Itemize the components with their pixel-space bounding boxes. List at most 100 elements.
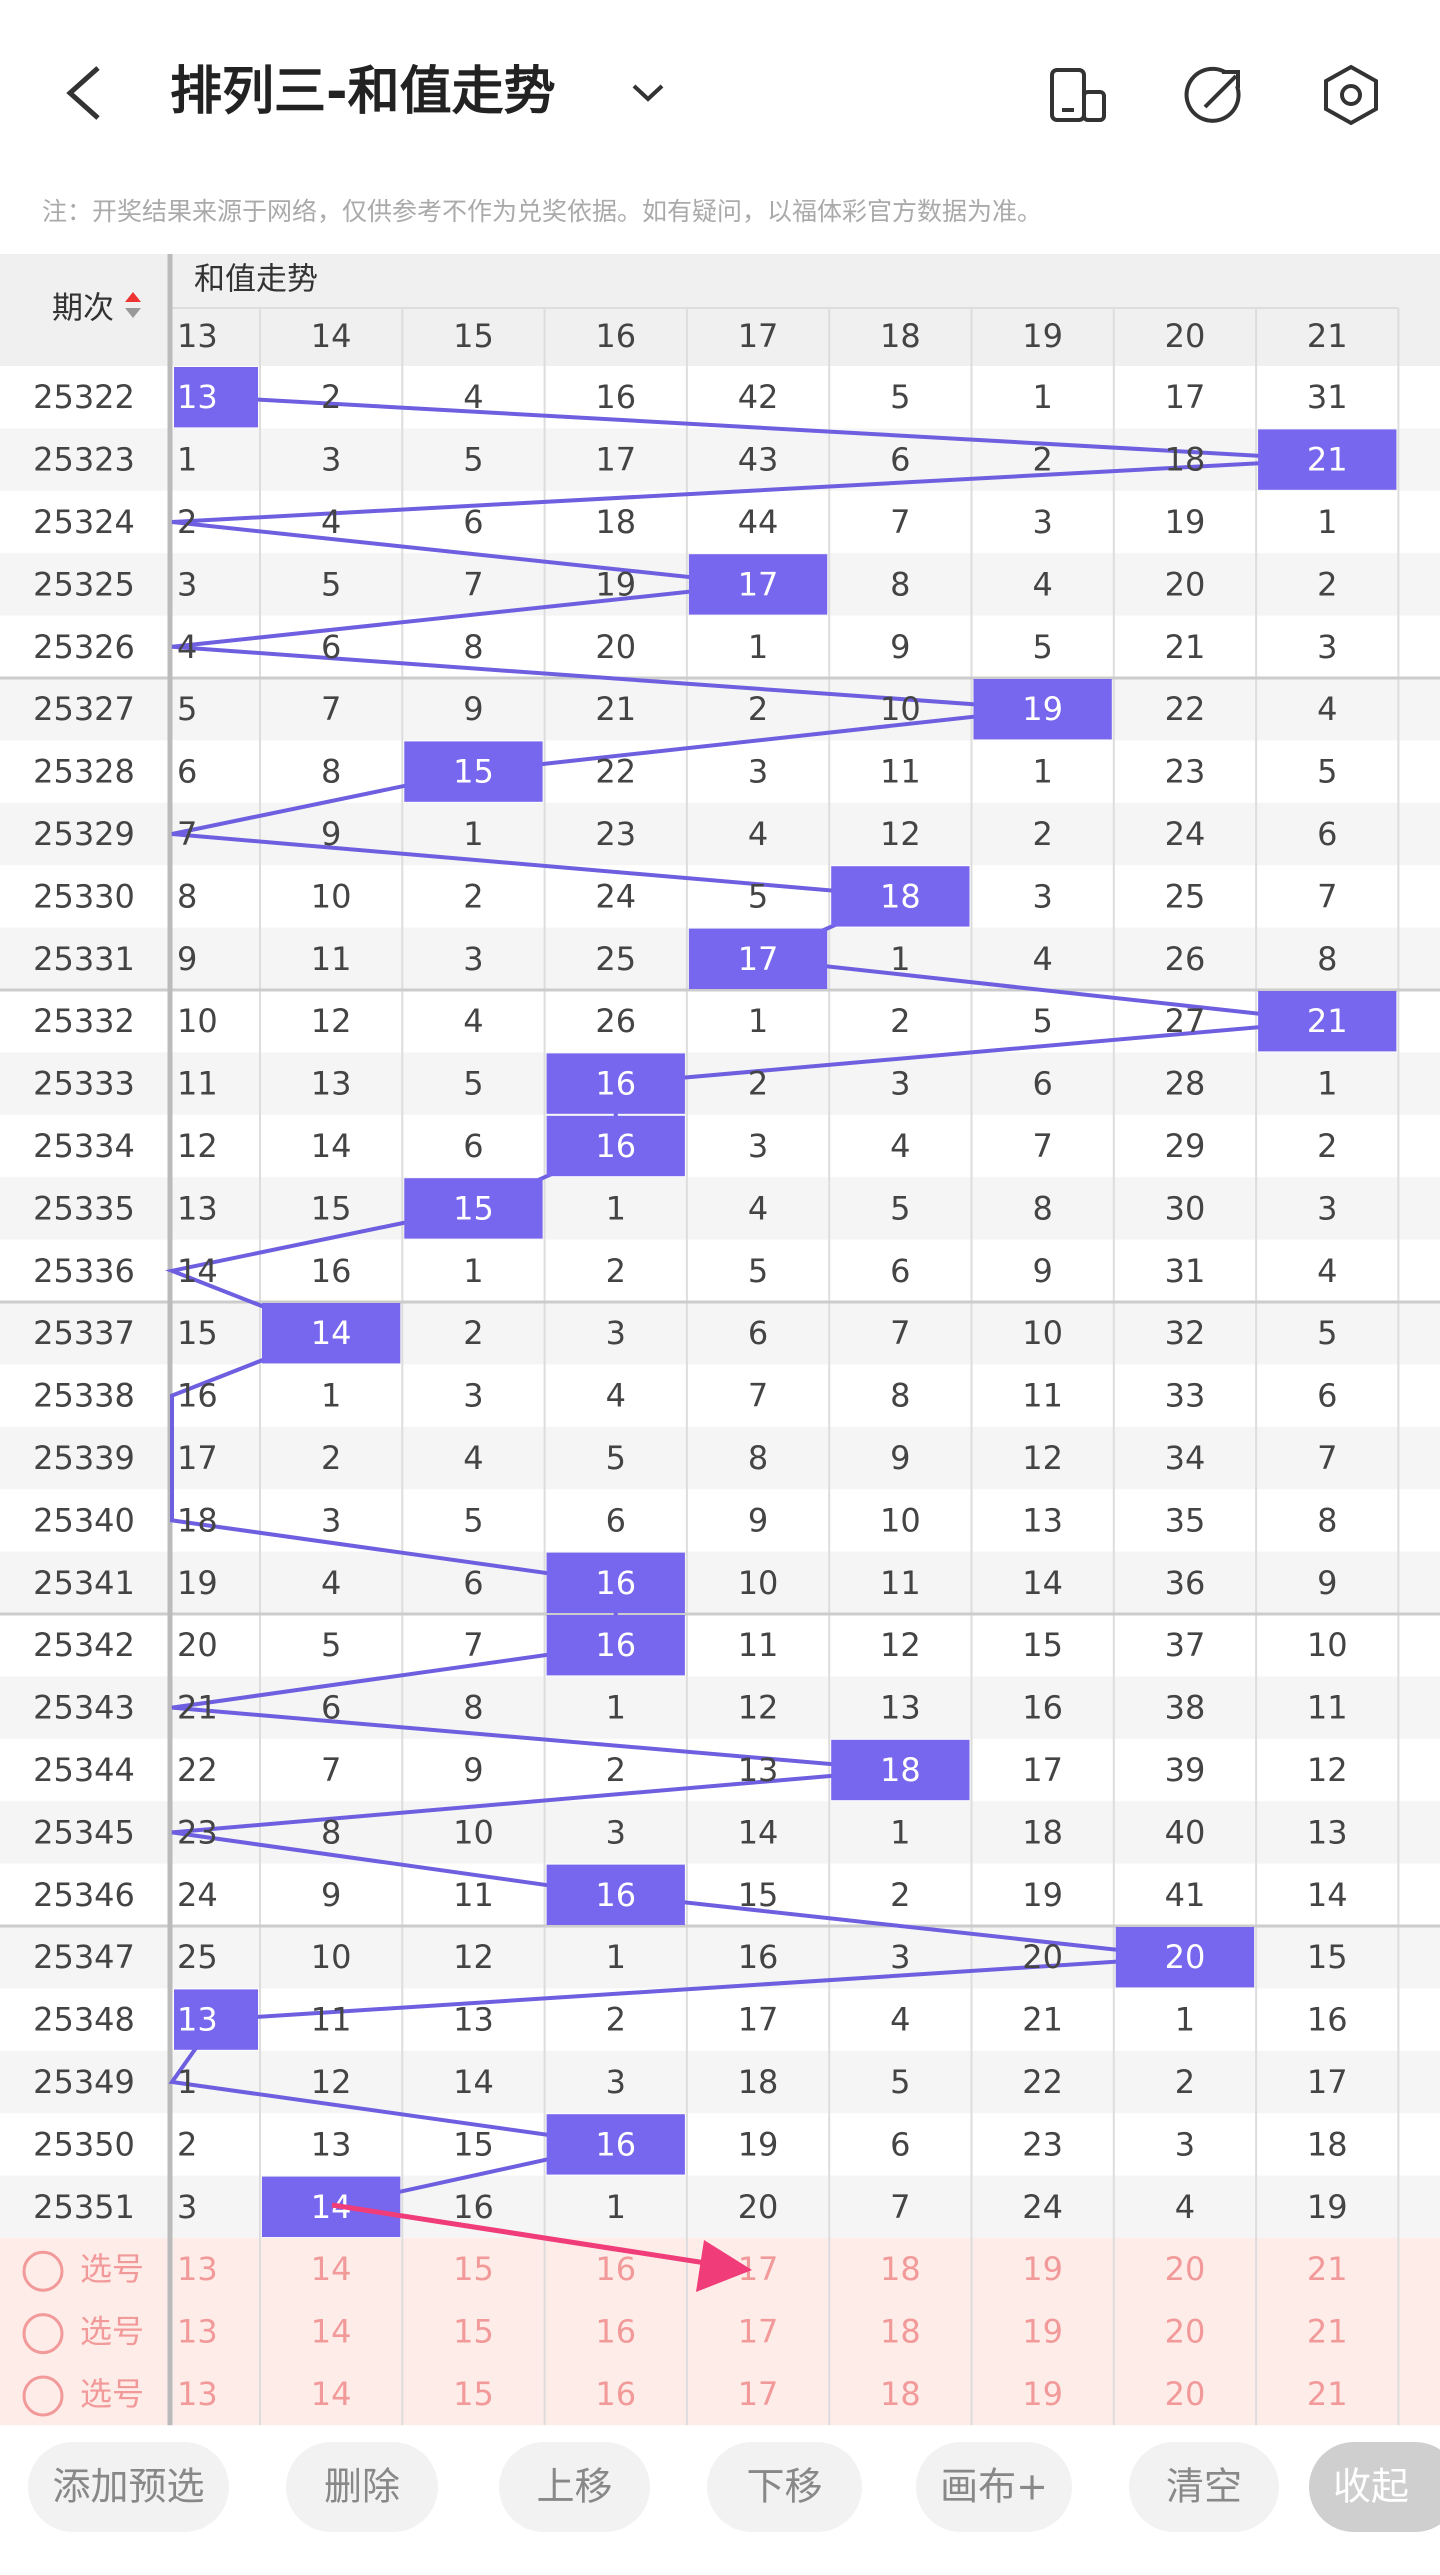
select-number[interactable]: 20	[1165, 2250, 1206, 2288]
row-bg	[0, 1052, 1440, 1115]
select-number[interactable]: 16	[595, 2313, 636, 2351]
select-number[interactable]: 18	[880, 2313, 921, 2351]
button-label[interactable]: 删除	[324, 2465, 400, 2509]
row-bg	[0, 2175, 1440, 2238]
cell-value: 13	[311, 2125, 352, 2163]
cell-value: 14	[453, 2063, 494, 2101]
select-number[interactable]: 19	[1022, 2313, 1063, 2351]
column-header: 16	[595, 317, 636, 355]
column-header: 15	[453, 317, 494, 355]
select-number[interactable]: 21	[1307, 2250, 1348, 2288]
select-number[interactable]: 15	[453, 2250, 494, 2288]
button-label[interactable]: 上移	[536, 2465, 612, 2509]
cell-value: 1	[748, 628, 768, 666]
cell-value: 6	[463, 503, 483, 541]
select-label[interactable]: 选号	[80, 2313, 144, 2351]
cell-value: 28	[1165, 1065, 1206, 1103]
cell-value: 9	[463, 690, 483, 728]
button-bg[interactable]	[916, 2442, 1072, 2532]
select-radio[interactable]	[22, 2250, 64, 2292]
period: 25323	[33, 441, 135, 479]
select-number[interactable]: 17	[738, 2313, 779, 2351]
button-bg[interactable]	[499, 2442, 650, 2532]
column-header: 14	[311, 317, 352, 355]
period: 25335	[33, 1189, 135, 1227]
cell-value: 21	[177, 1689, 218, 1727]
select-number[interactable]: 17	[738, 2375, 779, 2413]
rotate-icon[interactable]	[1050, 68, 1106, 122]
cell-value: 8	[890, 1377, 910, 1415]
select-number[interactable]: 21	[1307, 2375, 1348, 2413]
cell-value: 2	[606, 1252, 626, 1290]
cell-value: 10	[880, 1501, 921, 1539]
cell-value: 15	[453, 2125, 494, 2163]
select-number[interactable]: 16	[595, 2250, 636, 2288]
cell-value: 2	[1032, 441, 1052, 479]
select-number[interactable]: 13	[177, 2313, 218, 2351]
select-number[interactable]: 13	[177, 2375, 218, 2413]
hit-value: 13	[177, 378, 218, 416]
cell-value: 25	[595, 940, 636, 978]
cell-value: 10	[738, 1564, 779, 1602]
row-bg	[0, 1551, 1440, 1614]
cell-value: 3	[1032, 503, 1052, 541]
select-number[interactable]: 15	[453, 2375, 494, 2413]
cell-value: 40	[1165, 1813, 1206, 1851]
cell-value: 1	[606, 2188, 626, 2226]
share-icon[interactable]	[1184, 66, 1241, 123]
select-radio[interactable]	[22, 2313, 64, 2355]
select-number[interactable]: 15	[453, 2313, 494, 2351]
settings-icon[interactable]	[1324, 64, 1378, 126]
select-radio[interactable]	[22, 2375, 64, 2417]
cell-value: 4	[748, 815, 768, 853]
button-bg[interactable]	[28, 2442, 229, 2532]
cell-value: 3	[748, 1127, 768, 1165]
select-number[interactable]: 21	[1307, 2313, 1348, 2351]
row-bg	[0, 678, 1440, 741]
select-number[interactable]: 19	[1022, 2375, 1063, 2413]
back-button[interactable]	[66, 66, 100, 120]
cell-value: 6	[748, 1314, 768, 1352]
cell-value: 16	[311, 1252, 352, 1290]
select-number[interactable]: 14	[311, 2250, 352, 2288]
cell-value: 2	[463, 1314, 483, 1352]
button-label[interactable]: 添加预选	[52, 2465, 204, 2509]
select-number[interactable]: 13	[177, 2250, 218, 2288]
cell-value: 2	[606, 1751, 626, 1789]
select-number[interactable]: 20	[1165, 2375, 1206, 2413]
button-bg[interactable]	[707, 2442, 862, 2532]
hit-value: 18	[880, 1751, 921, 1789]
title-dropdown[interactable]	[632, 84, 664, 102]
cell-value: 37	[1165, 1626, 1206, 1664]
period: 25342	[33, 1626, 135, 1664]
button-label[interactable]: 清空	[1166, 2465, 1242, 2509]
select-number[interactable]: 14	[311, 2313, 352, 2351]
select-number[interactable]: 20	[1165, 2313, 1206, 2351]
select-number[interactable]: 19	[1022, 2250, 1063, 2288]
select-label[interactable]: 选号	[80, 2250, 144, 2288]
button-label[interactable]: 下移	[746, 2465, 822, 2509]
select-number[interactable]: 16	[595, 2375, 636, 2413]
sort-up	[125, 292, 141, 302]
cell-value: 4	[321, 503, 341, 541]
select-number[interactable]: 18	[880, 2250, 921, 2288]
select-number[interactable]: 14	[311, 2375, 352, 2413]
cell-value: 1	[1032, 753, 1052, 791]
cell-value: 33	[1165, 1377, 1206, 1415]
select-number[interactable]: 18	[880, 2375, 921, 2413]
cell-value: 1	[321, 1377, 341, 1415]
button-bg[interactable]	[1309, 2442, 1440, 2532]
hit-cell	[174, 367, 258, 428]
button-bg[interactable]	[286, 2442, 438, 2532]
button-bg[interactable]	[1129, 2442, 1279, 2532]
cell-value: 2	[177, 2125, 197, 2163]
button-label[interactable]: 画布+	[940, 2465, 1048, 2509]
cell-value: 13	[880, 1689, 921, 1727]
cell-value: 1	[606, 1689, 626, 1727]
period: 25333	[33, 1065, 135, 1103]
button-label[interactable]: 收起	[1333, 2465, 1409, 2509]
hit-cell	[262, 1303, 401, 1364]
cell-value: 18	[1022, 1813, 1063, 1851]
select-label[interactable]: 选号	[80, 2375, 144, 2413]
period: 25322	[33, 378, 135, 416]
